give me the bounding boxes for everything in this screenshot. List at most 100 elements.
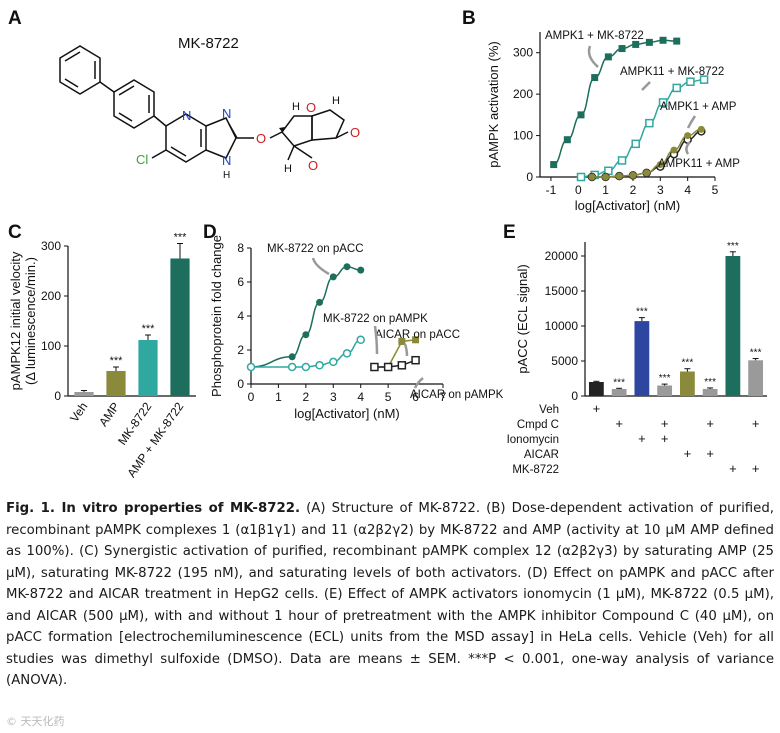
data-point bbox=[602, 173, 610, 181]
watermark: © 天天化药 bbox=[6, 715, 65, 728]
atom-n2: N bbox=[222, 106, 231, 121]
y-axis-label: Phosphoprotein fold change bbox=[209, 235, 224, 397]
data-point bbox=[604, 53, 612, 61]
annotation-0: AMPK1 + MK-8722 bbox=[545, 30, 644, 42]
atom-h3: H bbox=[332, 95, 340, 107]
data-point bbox=[329, 273, 337, 281]
data-point bbox=[397, 361, 407, 370]
data-point bbox=[563, 136, 571, 144]
x-tick-label: 2 bbox=[630, 183, 637, 197]
panel-b-chart: 0 100 200 300 -1 0 1 2 3 4 5 pAMPK activation (%) lo… bbox=[486, 30, 740, 213]
annotation-1: MK-8722 on pAMPK bbox=[323, 313, 428, 325]
bar bbox=[702, 389, 718, 396]
significance-mark: *** bbox=[174, 232, 188, 244]
annotation-3: AICAR on pAMPK bbox=[410, 389, 504, 401]
caption-body: (A) Structure of MK-8722. (B) Dose-depen… bbox=[6, 501, 774, 688]
data-point bbox=[697, 125, 705, 133]
data-point bbox=[659, 36, 667, 44]
panel-e-chart: 0 5000 10000 15000 20000 pACC (ECL signal) ***… bbox=[507, 241, 767, 476]
arrow-0 bbox=[587, 45, 599, 68]
arrow-2 bbox=[403, 343, 409, 357]
x-tick-label: 3 bbox=[657, 183, 664, 197]
y-tick-label: 0 bbox=[526, 170, 533, 184]
y-axis-label-2: (Δ luminescence/min.) bbox=[23, 257, 38, 385]
data-point bbox=[412, 336, 420, 344]
panel-letter-c: C bbox=[8, 222, 22, 243]
compound-name: MK-8722 bbox=[178, 35, 239, 52]
bar bbox=[170, 258, 190, 396]
arrow-3 bbox=[413, 377, 424, 389]
treatment-plus: + bbox=[752, 461, 760, 476]
data-point bbox=[315, 361, 324, 370]
data-point bbox=[670, 146, 678, 154]
data-point bbox=[356, 335, 365, 345]
x-axis-label: log[Activator] (nM) bbox=[575, 198, 680, 213]
treatment-plus: + bbox=[729, 461, 737, 476]
bar bbox=[748, 360, 764, 396]
x-axis-label: log[Activator] (nM) bbox=[294, 406, 399, 421]
data-point bbox=[658, 98, 668, 107]
data-point bbox=[645, 38, 653, 46]
data-point bbox=[629, 171, 637, 179]
data-point bbox=[656, 161, 664, 169]
atom-o-ring2: O bbox=[308, 158, 318, 173]
y-tick-label: 300 bbox=[41, 239, 61, 253]
annotation-2: AICAR on pACC bbox=[375, 329, 460, 341]
x-tick-label: 3 bbox=[330, 390, 337, 404]
row-label: AICAR bbox=[524, 449, 559, 461]
data-point bbox=[246, 362, 256, 372]
bar bbox=[106, 371, 126, 396]
treatment-plus: + bbox=[684, 446, 692, 461]
bar bbox=[138, 340, 158, 396]
x-tick-label: 7 bbox=[440, 390, 447, 404]
y-tick-label: 10000 bbox=[545, 319, 579, 333]
data-point bbox=[672, 83, 681, 93]
series-line-3 bbox=[374, 359, 416, 368]
data-point bbox=[329, 357, 338, 367]
data-point bbox=[673, 37, 681, 45]
atom-h1: H bbox=[292, 101, 300, 113]
row-label: Cmpd C bbox=[517, 419, 559, 431]
treatment-plus: + bbox=[615, 416, 623, 431]
atom-o-ring1: O bbox=[306, 100, 316, 115]
arrow-2 bbox=[686, 115, 697, 129]
y-tick-label: 0 bbox=[571, 389, 578, 403]
panel-d-chart: 0 2 4 6 8 0 1 2 3 4 5 6 7 Phosphoprotein fold change l… bbox=[209, 235, 504, 421]
significance-mark: *** bbox=[636, 307, 648, 318]
significance-mark: *** bbox=[727, 241, 739, 252]
atom-oh: O bbox=[350, 125, 360, 140]
annotation-2: AMPK1 + AMP bbox=[660, 101, 737, 113]
caption-title: Fig. 1. In vitro properties of MK-8722. bbox=[6, 501, 301, 516]
panel-c-chart: 0 100 200 300 pAMPK12 initial velocity (Δ lum… bbox=[8, 232, 196, 480]
series-line-0 bbox=[553, 39, 677, 166]
bar bbox=[679, 371, 695, 396]
significance-mark: *** bbox=[682, 358, 694, 369]
y-tick-label: 4 bbox=[237, 309, 244, 323]
treatment-plus: + bbox=[661, 431, 669, 446]
significance-mark: *** bbox=[750, 348, 762, 359]
x-tick-label: -1 bbox=[546, 183, 557, 197]
y-tick-label: 15000 bbox=[545, 284, 579, 298]
x-tick-label: 1 bbox=[275, 390, 282, 404]
y-tick-label: 2 bbox=[237, 343, 244, 357]
treatment-plus: + bbox=[752, 416, 760, 431]
panel-a-structure: MK-8722 N N N H O Cl O O O H H H bbox=[59, 35, 360, 181]
treatment-plus: + bbox=[706, 446, 714, 461]
treatment-plus: + bbox=[706, 416, 714, 431]
y-tick-label: 5000 bbox=[551, 354, 578, 368]
y-tick-label: 0 bbox=[237, 377, 244, 391]
significance-mark: *** bbox=[142, 323, 156, 335]
y-tick-label: 6 bbox=[237, 275, 244, 289]
data-point bbox=[383, 362, 393, 372]
treatment-plus: + bbox=[661, 416, 669, 431]
data-point bbox=[343, 263, 351, 271]
category-label: AMP bbox=[96, 400, 122, 429]
y-tick-label: 0 bbox=[54, 389, 61, 403]
data-point bbox=[615, 172, 623, 180]
data-point bbox=[631, 139, 640, 149]
y-tick-label: 8 bbox=[237, 241, 244, 255]
y-tick-label: 100 bbox=[513, 129, 533, 143]
row-label: Veh bbox=[539, 404, 559, 416]
data-point bbox=[287, 362, 297, 372]
y-tick-label: 200 bbox=[513, 87, 533, 101]
